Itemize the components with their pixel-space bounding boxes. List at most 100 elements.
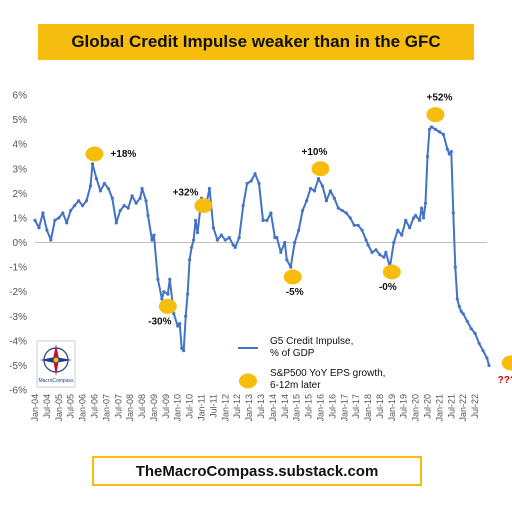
credit-impulse-point: [449, 149, 453, 154]
eps-growth-marker: [311, 161, 330, 177]
x-tick-label: Jan-08: [125, 394, 135, 422]
x-tick-label: Jan-15: [292, 394, 302, 422]
credit-impulse-point: [37, 226, 41, 230]
credit-impulse-point: [275, 235, 279, 240]
x-tick-label: Jul-22: [470, 394, 480, 419]
footer-banner: TheMacroCompass.substack.com: [92, 456, 422, 486]
credit-impulse-point: [396, 228, 400, 232]
x-tick-label: Jan-07: [101, 394, 111, 422]
credit-impulse-point: [90, 162, 95, 166]
credit-impulse-point: [408, 226, 412, 230]
x-tick-label: Jan-09: [149, 394, 159, 422]
x-tick-label: Jan-14: [268, 394, 278, 422]
footer-url: TheMacroCompass.substack.com: [135, 462, 379, 480]
eps-growth-marker: [382, 264, 401, 280]
credit-impulse-point: [150, 238, 154, 242]
x-tick-label: Jul-15: [304, 394, 314, 419]
eps-growth-marker: [85, 146, 104, 162]
credit-impulse-point: [219, 233, 223, 237]
credit-impulse-point: [172, 312, 176, 316]
credit-impulse-point: [433, 127, 438, 132]
credit-impulse-point: [61, 211, 65, 215]
credit-impulse-point: [374, 248, 378, 252]
x-tick-label: Jan-17: [339, 394, 349, 422]
x-tick-label: Jul-04: [42, 394, 52, 419]
credit-impulse-point: [207, 186, 212, 191]
chart-title: Global Credit Impulse weaker than in the…: [71, 32, 441, 51]
credit-impulse-point: [49, 238, 53, 242]
credit-impulse-point: [265, 218, 269, 222]
y-tick-label: -2%: [9, 287, 27, 298]
credit-impulse-point: [378, 253, 382, 257]
credit-impulse-point: [392, 240, 396, 245]
credit-impulse-series: [33, 125, 491, 368]
credit-impulse-point: [364, 238, 368, 242]
x-tick-label: Jan-04: [30, 394, 40, 422]
credit-impulse-point: [421, 216, 426, 220]
x-tick-label: Jul-17: [351, 394, 361, 419]
credit-impulse-point: [455, 297, 459, 301]
credit-impulse-point: [118, 208, 122, 213]
credit-impulse-point: [465, 319, 469, 323]
credit-impulse-point: [188, 258, 192, 262]
x-tick-label: Jan-06: [78, 394, 88, 422]
credit-impulse-point: [138, 196, 142, 200]
credit-impulse-point: [414, 213, 418, 218]
eps-growth-label: +52%: [427, 93, 453, 104]
credit-impulse-point: [176, 324, 180, 328]
eps-growth-marker: [158, 298, 177, 314]
eps-growth-marker: [426, 107, 445, 123]
credit-impulse-point: [98, 189, 103, 193]
x-tick-label: Jul-08: [137, 394, 147, 419]
credit-impulse-point: [215, 238, 219, 242]
credit-impulse-point: [412, 216, 416, 220]
credit-impulse-point: [459, 309, 463, 313]
x-tick-label: Jan-12: [220, 394, 230, 422]
credit-impulse-point: [316, 176, 321, 181]
credit-impulse-point: [332, 196, 336, 200]
credit-impulse-point: [469, 326, 473, 331]
credit-impulse-point: [283, 240, 287, 245]
y-tick-label: 1%: [13, 213, 28, 224]
credit-impulse-point: [126, 206, 130, 210]
credit-impulse-point: [487, 363, 491, 368]
credit-impulse-point: [447, 152, 451, 156]
credit-impulse-point: [441, 132, 445, 136]
credit-impulse-point: [404, 218, 408, 222]
credit-impulse-point: [146, 213, 150, 218]
eps-growth-label: +18%: [110, 149, 136, 160]
y-tick-label: -1%: [9, 263, 27, 274]
macrocompass-logo: MacroCompass: [36, 340, 76, 388]
credit-impulse-point: [69, 208, 73, 213]
eps-growth-label: -5%: [286, 287, 304, 298]
x-tick-label: Jul-10: [185, 394, 195, 419]
credit-impulse-point: [289, 265, 293, 269]
credit-impulse-point: [301, 208, 305, 213]
x-tick-label: Jan-05: [54, 394, 64, 422]
credit-impulse-point: [241, 204, 245, 208]
eps-growth-markers: +18% -30% +32% -5% +10% -0% +52%???: [85, 93, 512, 386]
credit-impulse-point: [261, 218, 265, 222]
credit-impulse-point: [360, 228, 364, 232]
legend-label: 6-12m later: [270, 380, 321, 391]
x-tick-label: Jul-21: [446, 394, 456, 419]
credit-impulse-point: [233, 245, 237, 250]
credit-impulse-point: [257, 181, 261, 186]
credit-impulse-point: [481, 349, 485, 353]
credit-impulse-point: [312, 189, 317, 193]
credit-impulse-point: [134, 201, 138, 205]
credit-impulse-point: [186, 292, 190, 296]
x-tick-label: Jan-22: [458, 394, 468, 422]
credit-impulse-point: [320, 184, 325, 188]
credit-impulse-point: [57, 216, 61, 220]
y-tick-label: 5%: [13, 115, 28, 126]
credit-impulse-point: [269, 211, 273, 215]
credit-impulse-point: [182, 349, 186, 353]
credit-impulse-point: [122, 204, 126, 208]
credit-impulse-point: [88, 184, 93, 188]
y-tick-label: 3%: [13, 164, 28, 175]
credit-impulse-point: [162, 290, 166, 294]
y-tick-label: 6%: [13, 91, 28, 102]
credit-impulse-point: [425, 154, 430, 159]
